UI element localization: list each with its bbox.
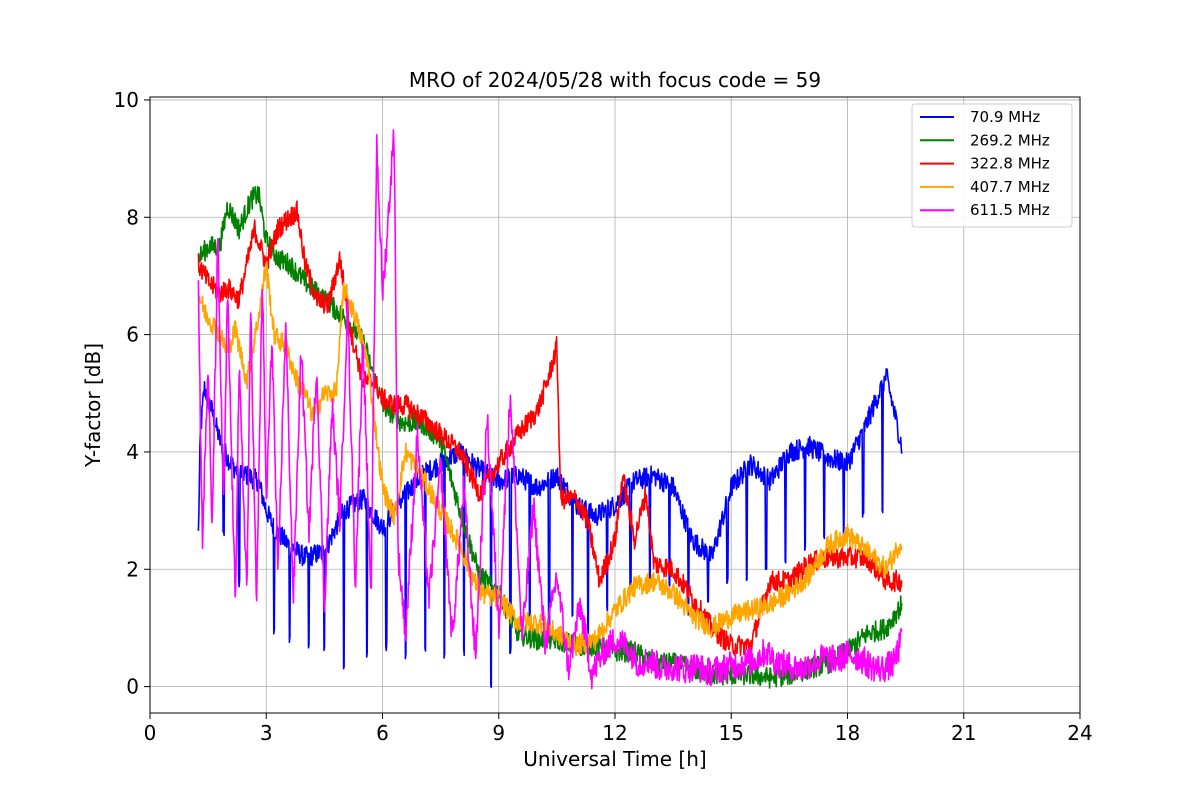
series-line xyxy=(197,129,903,690)
x-axis-label: Universal Time [h] xyxy=(523,747,706,771)
x-tick-label: 0 xyxy=(144,721,157,745)
series-line xyxy=(197,260,903,657)
x-tick-label: 15 xyxy=(719,721,744,745)
legend-label: 269.2 MHz xyxy=(970,131,1050,149)
legend-box xyxy=(911,103,1073,228)
legend: 70.9 MHz 269.2 MHz 322.8 MHz 407.7 MHz 611.5… xyxy=(911,103,1073,228)
y-axis-label: Y-factor [dB] xyxy=(81,343,105,468)
series-line xyxy=(197,200,903,657)
y-tick-label: 2 xyxy=(126,557,139,581)
x-tick-label: 6 xyxy=(376,721,389,745)
y-tick-label: 4 xyxy=(126,440,139,464)
x-tick-label: 12 xyxy=(602,721,627,745)
x-tick-label: 18 xyxy=(835,721,860,745)
x-tick-label: 24 xyxy=(1067,721,1092,745)
x-tick-label: 9 xyxy=(492,721,505,745)
y-tick-label: 10 xyxy=(114,88,139,112)
series-line xyxy=(197,368,903,689)
y-tick-label: 6 xyxy=(126,323,139,347)
x-tick-label: 3 xyxy=(260,721,273,745)
legend-label: 70.9 MHz xyxy=(970,108,1040,126)
legend-label: 322.8 MHz xyxy=(970,155,1050,173)
x-tick-label: 21 xyxy=(951,721,976,745)
y-tick-label: 0 xyxy=(126,675,139,699)
y-tick-label: 8 xyxy=(126,205,139,229)
legend-label: 407.7 MHz xyxy=(970,178,1050,196)
legend-label: 611.5 MHz xyxy=(970,201,1050,219)
chart-title: MRO of 2024/05/28 with focus code = 59 xyxy=(409,68,821,92)
